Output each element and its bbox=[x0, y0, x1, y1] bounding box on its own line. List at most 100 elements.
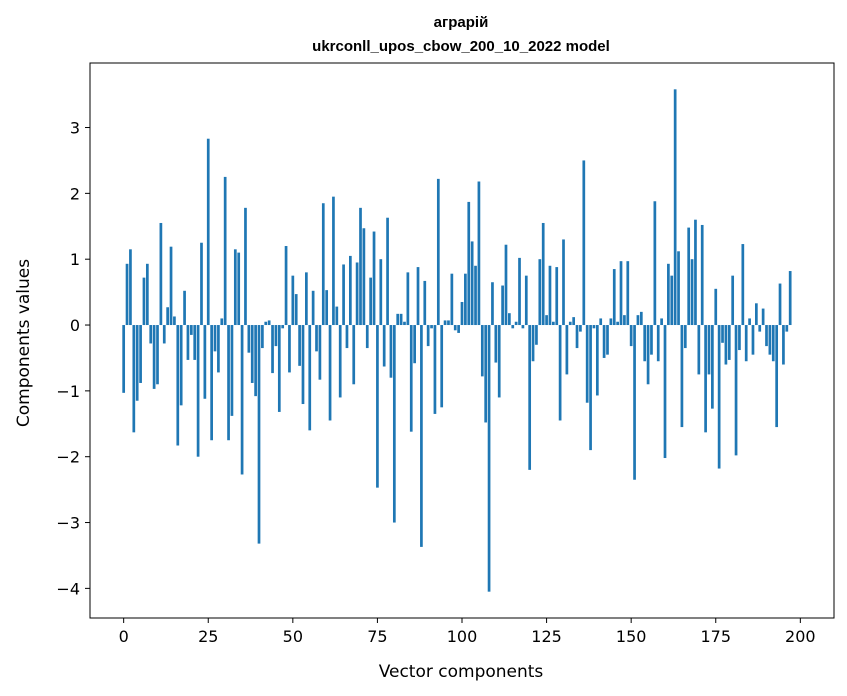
bar bbox=[213, 325, 217, 352]
bar bbox=[727, 325, 731, 360]
bar bbox=[132, 325, 136, 433]
bar bbox=[176, 325, 180, 446]
x-tick-label: 50 bbox=[283, 627, 303, 646]
bar bbox=[677, 251, 680, 326]
bar bbox=[464, 273, 467, 326]
y-tick-label: 2 bbox=[70, 184, 80, 203]
bar bbox=[379, 259, 383, 326]
y-tick-label: 1 bbox=[70, 250, 80, 269]
bar bbox=[257, 325, 261, 544]
bar bbox=[318, 325, 322, 380]
bar bbox=[179, 325, 183, 406]
bar bbox=[721, 325, 724, 343]
bar bbox=[731, 275, 735, 326]
bar bbox=[707, 325, 711, 375]
bar bbox=[227, 325, 230, 441]
bar bbox=[494, 325, 498, 363]
bar bbox=[267, 320, 271, 326]
bar bbox=[308, 325, 312, 431]
bar bbox=[633, 325, 636, 480]
bar bbox=[352, 325, 356, 385]
bar bbox=[467, 201, 471, 326]
bar bbox=[623, 315, 626, 326]
bar bbox=[782, 325, 785, 365]
bar bbox=[558, 325, 562, 421]
bar bbox=[325, 290, 329, 326]
bar bbox=[575, 325, 579, 349]
bar bbox=[497, 325, 501, 398]
bar bbox=[443, 320, 447, 326]
bar bbox=[169, 246, 173, 326]
bar bbox=[321, 203, 325, 326]
bar bbox=[714, 288, 718, 326]
bar bbox=[125, 263, 129, 326]
bar bbox=[311, 290, 315, 326]
bar bbox=[535, 325, 538, 345]
bar bbox=[436, 178, 440, 326]
bar bbox=[552, 321, 555, 326]
bar bbox=[667, 263, 670, 326]
bar bbox=[711, 325, 714, 409]
bar bbox=[582, 160, 586, 326]
y-axis-label: Components values bbox=[14, 259, 34, 427]
bar bbox=[585, 325, 589, 403]
bar bbox=[656, 325, 660, 362]
bar bbox=[271, 325, 274, 374]
bar bbox=[775, 325, 779, 428]
bar bbox=[508, 313, 511, 326]
bar bbox=[755, 303, 758, 326]
bar bbox=[369, 277, 373, 326]
bar bbox=[200, 242, 203, 326]
bar bbox=[565, 325, 569, 375]
bar bbox=[328, 325, 332, 421]
bar bbox=[480, 325, 484, 377]
bar bbox=[386, 217, 389, 326]
bar bbox=[389, 325, 393, 378]
bar bbox=[521, 325, 525, 329]
x-axis-label: Vector components bbox=[379, 662, 544, 682]
bar bbox=[189, 325, 193, 335]
bar bbox=[514, 321, 518, 326]
bar bbox=[129, 249, 132, 326]
bar bbox=[145, 263, 149, 326]
bar bbox=[162, 325, 166, 344]
bar bbox=[629, 325, 633, 347]
bar bbox=[332, 196, 335, 326]
bar bbox=[741, 244, 745, 326]
bar bbox=[673, 89, 677, 326]
bar bbox=[765, 325, 768, 347]
bar bbox=[409, 325, 413, 432]
bar bbox=[355, 262, 359, 326]
bar bbox=[660, 318, 663, 326]
bar bbox=[524, 275, 528, 326]
bar bbox=[616, 321, 619, 326]
bar bbox=[166, 307, 169, 326]
bar bbox=[423, 280, 427, 326]
bar bbox=[196, 325, 200, 457]
bar bbox=[457, 325, 460, 333]
bar bbox=[778, 283, 782, 326]
bar bbox=[247, 325, 251, 353]
bar bbox=[531, 325, 535, 362]
bar bbox=[545, 315, 548, 326]
bar bbox=[700, 224, 704, 326]
y-tick-label: −2 bbox=[56, 448, 80, 467]
bar bbox=[392, 325, 396, 523]
x-tick-label: 125 bbox=[531, 627, 562, 646]
bar bbox=[572, 317, 576, 326]
bar bbox=[426, 325, 430, 347]
bar bbox=[237, 252, 241, 326]
bar bbox=[359, 207, 362, 326]
bar bbox=[626, 261, 630, 326]
bar bbox=[683, 325, 687, 349]
bar bbox=[291, 275, 295, 326]
bar bbox=[751, 325, 755, 355]
bar bbox=[690, 259, 694, 326]
bar bbox=[599, 318, 603, 326]
bar bbox=[639, 311, 643, 326]
bar bbox=[433, 325, 437, 414]
bar bbox=[440, 325, 444, 408]
x-axis-ticks: 0 25 50 75 100 125 150 175 200 bbox=[119, 618, 816, 646]
bar bbox=[365, 325, 369, 349]
